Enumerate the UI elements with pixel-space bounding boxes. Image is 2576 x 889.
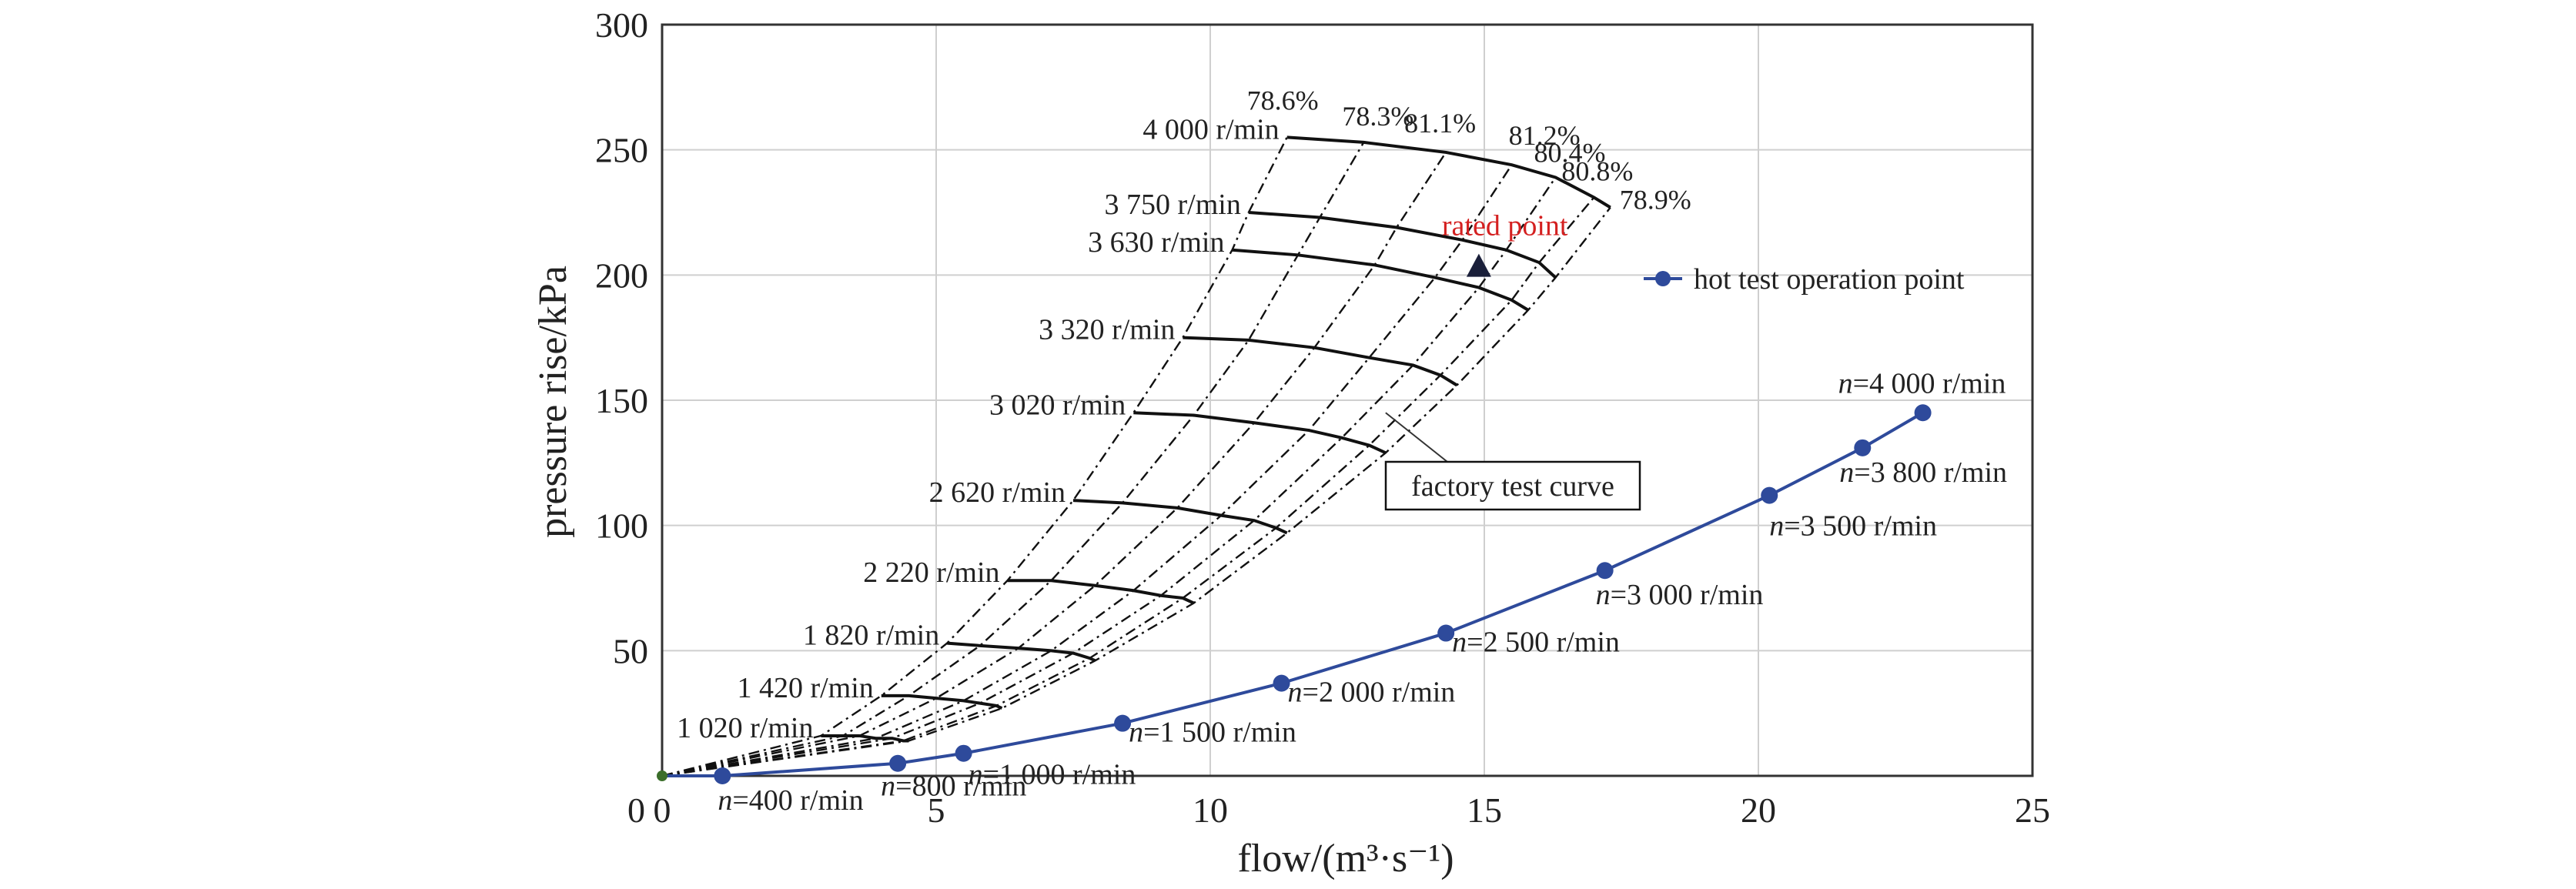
- speed-label: 2 220 r/min: [863, 556, 999, 589]
- efficiency-label: 81.2%: [1509, 120, 1581, 151]
- factory-speed-curve: [1072, 499, 1288, 535]
- speed-label: 3 750 r/min: [1105, 189, 1241, 221]
- factory-speed-curve: [1232, 248, 1530, 312]
- speed-label: 3 630 r/min: [1088, 226, 1224, 259]
- callout-text: factory test curve: [1411, 470, 1614, 503]
- factory-test-curves: 4 000 r/min 3 750 r/min 3 630 r/min 3 320 r…: [661, 113, 1611, 777]
- hot-test-point: [1761, 486, 1778, 504]
- y-tick-label: 200: [595, 256, 648, 295]
- hot-test-point: [1854, 439, 1872, 456]
- y-tick-label: 50: [613, 631, 648, 670]
- annotations: rated point factory test curve: [1384, 210, 1641, 511]
- x-tick-label: 0: [654, 790, 671, 830]
- hot-test-point: [1914, 404, 1932, 422]
- legend-label: hot test operation point: [1694, 263, 1965, 296]
- factory-speed-curve: [1248, 211, 1557, 279]
- factory-dashdot-line: [661, 152, 1447, 777]
- factory-speed-curve: [1007, 579, 1195, 605]
- hot-test-point-label: n=4 000 r/min: [1838, 367, 2006, 399]
- x-tick-label: 5: [928, 790, 945, 830]
- hot-test-point-label: n=3 500 r/min: [1769, 510, 1937, 543]
- hot-test-point-label: n=3 800 r/min: [1839, 456, 2007, 489]
- hot-test-point: [889, 754, 907, 772]
- hot-test-point: [1273, 674, 1290, 692]
- speed-label: 3 020 r/min: [989, 389, 1126, 421]
- x-tick-label: 20: [1741, 790, 1776, 830]
- speed-label: 2 620 r/min: [929, 476, 1066, 509]
- factory-speed-curve: [821, 734, 909, 743]
- legend-marker: [1655, 271, 1671, 286]
- hot-test-point-label: n=400 r/min: [718, 784, 863, 817]
- speed-label: 1 020 r/min: [677, 712, 813, 744]
- hot-test-point-label: n=3 000 r/min: [1596, 579, 1764, 611]
- origin-marker: [657, 770, 667, 781]
- speed-label: 3 320 r/min: [1039, 314, 1175, 346]
- grid-lines: [662, 25, 2032, 776]
- plot-frame: [661, 23, 2034, 777]
- rated-point-marker: [1466, 253, 1491, 277]
- efficiency-label: 80.8%: [1561, 155, 1633, 186]
- hot-test-point: [1114, 714, 1132, 732]
- factory-speed-curve: [1133, 411, 1387, 455]
- hot-test-point-label: n=2 000 r/min: [1288, 677, 1456, 709]
- x-tick-label: 25: [2015, 790, 2050, 830]
- speed-label: 4 000 r/min: [1142, 113, 1279, 145]
- origin-tick-label: 0: [627, 790, 645, 830]
- x-tick-label: 10: [1193, 790, 1228, 830]
- y-axis-title: pressure rise/kPa: [531, 266, 575, 538]
- x-axis-title: flow/(m³·s⁻¹): [1237, 837, 1454, 881]
- y-tick-label: 250: [595, 131, 648, 170]
- callout-box: [1384, 460, 1641, 511]
- efficiency-labels: 78.6% 78.3%81.1% 81.2%80.4%80.8%78.9%: [1247, 85, 1691, 215]
- y-tick-label: 300: [595, 5, 648, 45]
- efficiency-label: 81.1%: [1404, 108, 1476, 139]
- hot-test-point-label: n=1 000 r/min: [969, 759, 1136, 791]
- y-tick-label: 150: [595, 381, 648, 420]
- factory-dashdot-line: [661, 206, 1611, 777]
- legend: hot test operation point: [1644, 263, 1965, 296]
- hot-test-point-label: n=2 500 r/min: [1452, 627, 1620, 659]
- rated-point-label: rated point: [1442, 210, 1568, 242]
- efficiency-label: 80.4%: [1534, 137, 1606, 168]
- hot-test-point: [1596, 562, 1614, 580]
- x-tick-label: 15: [1467, 790, 1502, 830]
- efficiency-label: 78.9%: [1620, 184, 1691, 215]
- factory-speed-curve: [881, 693, 1003, 710]
- callout-leader: [1385, 412, 1448, 463]
- factory-speed-curve: [1286, 135, 1611, 209]
- plot-border: [661, 23, 2034, 777]
- factory-speed-curve: [1183, 336, 1458, 387]
- efficiency-label: 78.3%: [1342, 101, 1413, 132]
- efficiency-label: 78.6%: [1247, 85, 1319, 115]
- hot-test-point: [1437, 624, 1455, 642]
- hot-test-point: [714, 767, 731, 784]
- speed-label: 1 420 r/min: [737, 672, 873, 704]
- factory-speed-curve: [947, 641, 1096, 663]
- hot-test-point: [955, 744, 972, 762]
- hot-test-point-label: n=800 r/min: [881, 770, 1026, 803]
- speed-label: 1 820 r/min: [803, 620, 939, 652]
- y-tick-label: 100: [595, 506, 648, 546]
- hot-test-point-label: n=1 500 r/min: [1129, 717, 1296, 749]
